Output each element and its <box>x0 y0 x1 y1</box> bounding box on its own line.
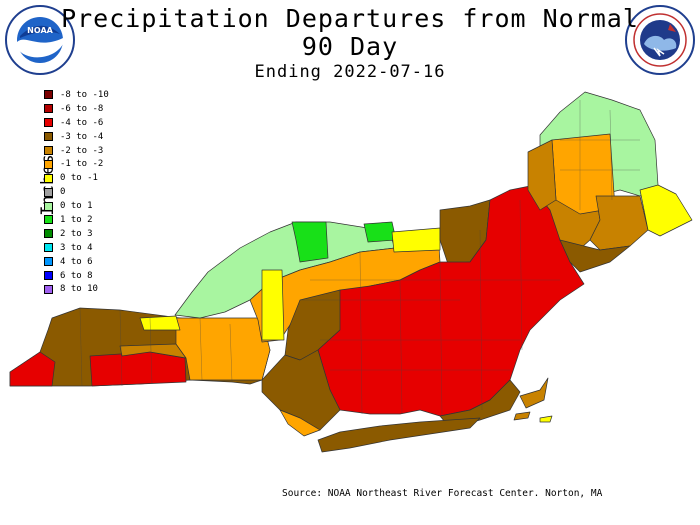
legend-label: -3 to -4 <box>60 131 104 142</box>
legend-item: 0 <box>44 185 109 199</box>
legend-swatch <box>44 271 53 281</box>
map-title: Precipitation Departures from Normal <box>61 4 639 33</box>
region-hudson-red <box>317 185 585 417</box>
region-nj-orange <box>279 409 321 437</box>
legend-swatch <box>44 229 53 239</box>
legend-label: 1 to 2 <box>60 214 93 225</box>
noaa-logo-text: NOAA <box>27 26 53 35</box>
legend-label: 6 to 8 <box>60 270 93 281</box>
legend-swatch <box>44 104 53 114</box>
legend-item: -2 to -3 <box>44 144 109 158</box>
region-yellow-strip <box>139 315 181 331</box>
region-bright-green-2 <box>363 221 397 243</box>
region-maine-yellow <box>639 184 693 237</box>
region-central-orange <box>175 317 271 381</box>
region-long-island <box>317 417 481 453</box>
legend-item: -4 to -6 <box>44 116 109 130</box>
legend-item: 2 to 3 <box>44 227 109 241</box>
legend-item: 6 to 8 <box>44 269 109 283</box>
legend-label: -4 to -6 <box>60 117 104 128</box>
legend-swatch <box>44 132 53 142</box>
source-note: Source: NOAA Northeast River Forecast Ce… <box>282 488 603 499</box>
legend-item: 4 to 6 <box>44 255 109 269</box>
legend-swatch <box>44 118 53 128</box>
legend-item: 8 to 10 <box>44 282 109 296</box>
legend-label: 0 to -1 <box>60 173 98 184</box>
ending-date: Ending 2022-07-16 <box>254 62 446 82</box>
region-nantucket <box>539 415 553 423</box>
legend-swatch <box>44 173 53 183</box>
noaa-logo: NOAA <box>5 5 75 75</box>
region-yellow-central <box>261 269 285 341</box>
legend-swatch <box>44 257 53 267</box>
legend-swatch <box>44 146 53 155</box>
map-subtitle: 90 Day <box>301 32 399 61</box>
region-islands <box>513 411 531 421</box>
legend: -8 to -10 -6 to -8 -4 to -6 -3 to -4 -2 to -… <box>44 88 109 296</box>
legend-swatch <box>44 215 53 225</box>
legend-label: 8 to 10 <box>60 284 98 295</box>
legend-label: 4 to 6 <box>60 256 93 267</box>
region-wny-orange <box>119 343 187 359</box>
region-far-western-ny <box>9 351 56 387</box>
legend-label: -1 to -2 <box>60 159 104 170</box>
region-maine-brown-west <box>527 139 557 211</box>
legend-label: 0 <box>60 187 66 198</box>
region-cape-cod <box>519 377 549 409</box>
legend-item: 0 to 1 <box>44 199 109 213</box>
region-bright-green-1 <box>291 221 329 263</box>
legend-swatch <box>44 243 53 253</box>
legend-label: 3 to 4 <box>60 242 93 253</box>
legend-swatch <box>44 187 53 197</box>
legend-label: -8 to -10 <box>60 89 109 100</box>
region-maine-coast-brown <box>589 195 649 251</box>
legend-item: 3 to 4 <box>44 241 109 255</box>
region-yellow-north <box>391 227 441 253</box>
region-lower-hudson-brown <box>261 349 341 431</box>
region-coastal-brown <box>559 239 631 273</box>
legend-label: -2 to -3 <box>60 145 104 156</box>
legend-label: 2 to 3 <box>60 228 93 239</box>
legend-swatch <box>44 159 53 169</box>
legend-swatch <box>44 284 53 294</box>
legend-swatch <box>44 201 53 211</box>
nws-logo <box>625 5 695 75</box>
legend-swatch <box>44 90 53 100</box>
legend-label: -6 to -8 <box>60 103 104 114</box>
legend-item: -8 to -10 <box>44 88 109 102</box>
legend-item: -3 to -4 <box>44 130 109 144</box>
legend-label: 0 to 1 <box>60 201 93 212</box>
legend-item: 1 to 2 <box>44 213 109 227</box>
legend-item: -1 to -2 <box>44 157 109 171</box>
legend-item: -6 to -8 <box>44 102 109 116</box>
legend-item: 0 to -1 <box>44 171 109 185</box>
region-southern-tier-red <box>89 351 187 387</box>
